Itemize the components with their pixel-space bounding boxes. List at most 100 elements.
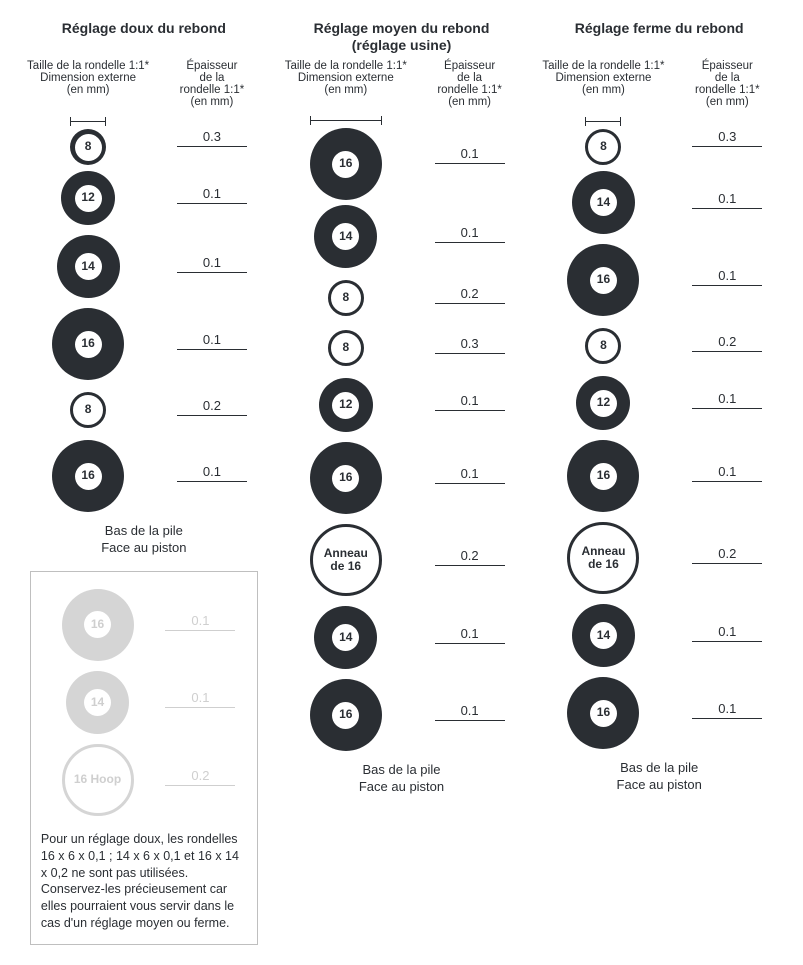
- shim-label: 16: [84, 611, 111, 638]
- shim-washer: 12: [61, 171, 115, 225]
- thickness-value: 0.2: [177, 398, 247, 416]
- shim-row: Anneau de 160.2: [278, 519, 526, 601]
- shim-washer: Anneau de 16: [310, 524, 382, 596]
- column-title: Réglage ferme du rebond: [575, 20, 744, 54]
- shim-row: 160.1: [41, 584, 247, 666]
- shim-washer: 16: [567, 440, 639, 512]
- shim-washer: 8: [585, 328, 621, 364]
- thickness-value: 0.1: [177, 332, 247, 350]
- shim-row: 140.1: [20, 230, 268, 303]
- shim-washer: 16: [52, 308, 124, 380]
- thickness-value: 0.1: [177, 255, 247, 273]
- shim-washer: 16 Hoop: [62, 744, 134, 816]
- shim-label: Anneau de 16: [324, 547, 368, 573]
- shim-label: 16: [75, 463, 102, 490]
- thickness-value: 0.1: [165, 690, 235, 708]
- shim-washer: 12: [319, 378, 373, 432]
- stack-footer-note: Bas de la pile Face au piston: [617, 760, 702, 794]
- setting-column: Réglage doux du rebond Taille de la ronde…: [20, 20, 268, 945]
- column-headers: Taille de la rondelle 1:1* Dimension ext…: [278, 60, 526, 108]
- shim-row: 120.1: [535, 371, 783, 435]
- thickness-value: 0.1: [177, 464, 247, 482]
- header-size: Taille de la rondelle 1:1* Dimension ext…: [20, 60, 156, 108]
- shim-washer: 8: [70, 129, 106, 165]
- shim-row: 80.3: [20, 116, 268, 166]
- shim-washer: 8: [70, 392, 106, 428]
- thickness-value: 0.1: [435, 146, 505, 164]
- shim-row: 160.1: [278, 116, 526, 200]
- shim-row: 160.1: [535, 435, 783, 517]
- shim-washer: 16: [567, 677, 639, 749]
- shim-washer: 8: [585, 129, 621, 165]
- shim-label: 12: [332, 392, 359, 419]
- stack-footer-note: Bas de la pile Face au piston: [359, 762, 444, 796]
- shim-stack: 80.3120.1140.1160.180.2160.1: [20, 116, 268, 517]
- shim-label: 8: [600, 339, 607, 352]
- shim-row: 120.1: [20, 166, 268, 230]
- thickness-value: 0.1: [177, 186, 247, 204]
- columns-container: Réglage doux du rebond Taille de la ronde…: [20, 20, 783, 945]
- setting-column: Réglage moyen du rebond (réglage usine)T…: [278, 20, 526, 945]
- shim-washer: 16: [52, 440, 124, 512]
- column-title: Réglage doux du rebond: [62, 20, 226, 54]
- shim-label: 12: [75, 185, 102, 212]
- shim-label: 12: [590, 390, 617, 417]
- thickness-value: 0.2: [165, 768, 235, 786]
- shim-row: 160.1: [535, 239, 783, 321]
- unused-shims-text: Pour un réglage doux, les rondelles 16 x…: [41, 831, 247, 932]
- thickness-value: 0.1: [692, 464, 762, 482]
- shim-row: 140.1: [535, 166, 783, 239]
- thickness-value: 0.1: [435, 393, 505, 411]
- unused-shims-box: 160.1 14 0.1 16 Hoop 0.2 Pour un réglage doux…: [30, 571, 258, 945]
- shim-washer: 16: [567, 244, 639, 316]
- thickness-value: 0.1: [692, 391, 762, 409]
- shim-label: 8: [75, 134, 102, 161]
- thickness-value: 0.1: [692, 268, 762, 286]
- shim-row: 16 Hoop 0.2: [41, 739, 247, 821]
- shim-label: 14: [332, 223, 359, 250]
- shim-label: 16: [590, 700, 617, 727]
- shim-washer: 14: [314, 606, 377, 669]
- shim-label: 16: [590, 267, 617, 294]
- thickness-value: 0.2: [692, 546, 762, 564]
- dimension-indicator: [70, 117, 106, 127]
- shim-row: 80.3: [278, 323, 526, 373]
- thickness-value: 0.3: [435, 336, 505, 354]
- dimension-indicator: [310, 116, 382, 126]
- shim-label: 14: [75, 253, 102, 280]
- shim-washer: 14: [57, 235, 120, 298]
- thickness-value: 0.1: [435, 466, 505, 484]
- shim-label: 16 Hoop: [74, 773, 121, 786]
- shim-label: 14: [84, 689, 111, 716]
- shim-washer: 12: [576, 376, 630, 430]
- header-size: Taille de la rondelle 1:1* Dimension ext…: [278, 60, 414, 108]
- shim-label: 16: [332, 151, 359, 178]
- shim-label: 16: [332, 702, 359, 729]
- shim-washer: 16: [310, 128, 382, 200]
- shim-row: 140.1: [278, 200, 526, 273]
- shim-washer: 16: [62, 589, 134, 661]
- shim-row: 120.1: [278, 373, 526, 437]
- header-size: Taille de la rondelle 1:1* Dimension ext…: [535, 60, 671, 108]
- thickness-value: 0.2: [435, 286, 505, 304]
- thickness-value: 0.1: [435, 703, 505, 721]
- thickness-value: 0.1: [692, 701, 762, 719]
- shim-row: 160.1: [278, 437, 526, 519]
- shim-row: 160.1: [535, 672, 783, 754]
- thickness-value: 0.1: [692, 624, 762, 642]
- shim-label: 14: [590, 622, 617, 649]
- shim-washer: 14: [66, 671, 129, 734]
- shim-row: 80.2: [278, 273, 526, 323]
- shim-row: 140.1: [535, 599, 783, 672]
- shim-washer: 14: [314, 205, 377, 268]
- column-headers: Taille de la rondelle 1:1* Dimension ext…: [20, 60, 268, 108]
- shim-washer: 14: [572, 171, 635, 234]
- shim-label: 16: [590, 463, 617, 490]
- thickness-value: 0.1: [692, 191, 762, 209]
- stack-footer-note: Bas de la pile Face au piston: [101, 523, 186, 557]
- thickness-value: 0.3: [692, 129, 762, 147]
- shim-label: 14: [332, 624, 359, 651]
- shim-row: 160.1: [20, 303, 268, 385]
- thickness-value: 0.1: [435, 225, 505, 243]
- thickness-value: 0.3: [177, 129, 247, 147]
